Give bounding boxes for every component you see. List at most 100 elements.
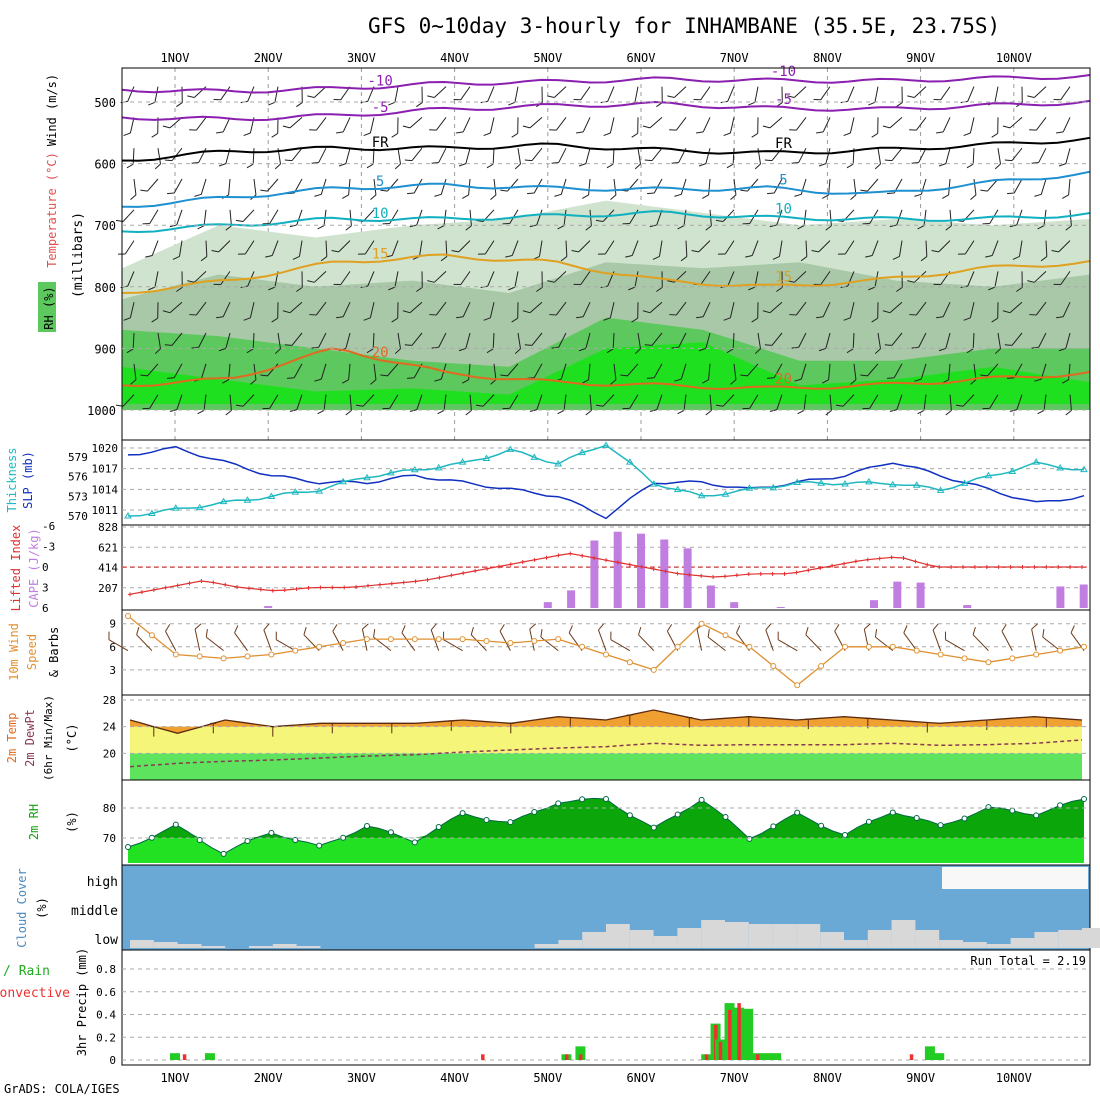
barb-flag <box>789 314 797 316</box>
barb-flag <box>805 626 809 635</box>
date-label-bottom: 6NOV <box>627 1071 656 1085</box>
barb-flag <box>603 317 611 321</box>
upper-wind-barb <box>342 363 351 384</box>
upper-wind-barb <box>164 147 183 162</box>
li-marker <box>223 582 228 587</box>
barb-staff <box>553 86 567 98</box>
barb-staff <box>222 117 231 133</box>
barb-staff <box>1013 363 1023 379</box>
barb-flag <box>942 194 949 199</box>
barb-flag <box>218 347 227 352</box>
barb-flag <box>1007 192 1015 195</box>
barb-staff <box>247 86 255 102</box>
low-cloud-bar <box>986 944 1011 948</box>
cape-bar <box>1056 586 1065 608</box>
upper-wind-barb <box>216 117 231 134</box>
barb-staff <box>563 209 567 226</box>
barb-staff <box>517 148 521 165</box>
upper-wind-barb <box>1058 148 1071 167</box>
cape-bar <box>776 607 785 608</box>
barb-staff <box>867 363 879 377</box>
barb-flag <box>628 286 636 291</box>
barb-flag <box>296 102 303 108</box>
thickness-marker <box>745 484 754 491</box>
barb-flag <box>702 379 709 384</box>
surface-wind-barb <box>638 626 655 651</box>
upper-wind-barb <box>850 363 857 385</box>
barb-staff <box>675 301 687 316</box>
upper-wind-barb <box>610 363 617 385</box>
barb-staff <box>631 240 639 256</box>
surface-wind-barb <box>136 626 153 651</box>
barb-staff <box>727 271 735 287</box>
li-tick: 0 <box>42 561 49 574</box>
barb-flag <box>238 253 246 255</box>
isotherm-label: -5 <box>775 92 792 108</box>
barb-staff <box>553 271 567 283</box>
barb-staff <box>220 271 231 285</box>
upper-wind-barb <box>218 332 231 352</box>
upper-wind-barb <box>311 332 327 349</box>
barb-flag <box>811 250 819 253</box>
upper-wind-barb <box>429 117 447 131</box>
barb-flag <box>296 286 303 292</box>
barb-staff <box>563 394 567 411</box>
barb-flag <box>458 163 467 167</box>
barb-flag <box>649 224 657 228</box>
barb-flag <box>994 348 1001 355</box>
upper-wind-barb <box>674 178 687 197</box>
barb-staff <box>372 332 375 350</box>
li-marker <box>889 555 894 560</box>
temp-tick: 24 <box>103 721 117 734</box>
barb-flag <box>140 374 148 377</box>
upper-wind-barb <box>835 209 855 222</box>
rh2m-marker <box>818 822 825 829</box>
barb-staff <box>967 86 975 102</box>
barb-staff <box>531 332 543 346</box>
barb-flag <box>982 407 990 410</box>
isotherm-label: 5 <box>779 173 787 189</box>
upper-wind-barb <box>622 394 639 410</box>
barb-flag <box>598 623 605 631</box>
low-cloud-bar <box>701 920 725 948</box>
wind-marker <box>985 659 992 666</box>
barb-staff <box>729 302 735 318</box>
barb-staff <box>345 332 351 349</box>
barb-flag <box>887 377 895 379</box>
li-marker <box>746 572 751 577</box>
upper-wind-barb <box>490 178 497 200</box>
barb-staff <box>651 332 663 346</box>
upper-wind-barb <box>167 178 183 195</box>
upper-wind-barb <box>740 178 759 192</box>
rh2m-marker <box>865 818 872 825</box>
barb-flag <box>1053 283 1061 286</box>
surface-wind-barb <box>707 629 726 652</box>
barb-staff <box>127 86 135 102</box>
barb-flag <box>148 101 156 106</box>
barb-flag <box>246 163 254 169</box>
barb-flag <box>307 280 315 283</box>
upper-wind-barb <box>370 178 377 200</box>
barb-staff <box>722 394 735 407</box>
barb-staff <box>973 178 977 195</box>
barb-flag <box>705 410 712 416</box>
barb-staff <box>795 301 807 316</box>
rh-tick: 80 <box>103 802 116 815</box>
upper-wind-barb <box>391 117 399 138</box>
barb-flag <box>169 224 177 228</box>
upper-wind-barb <box>511 117 519 138</box>
upper-wind-barb <box>963 302 975 321</box>
barb-staff <box>1062 301 1071 317</box>
upper-wind-barb <box>189 301 207 316</box>
upper-wind-barb <box>813 271 831 286</box>
wind-marker <box>603 651 609 658</box>
barb-staff <box>994 86 999 103</box>
barb-staff <box>893 363 903 379</box>
barb-staff <box>147 363 159 377</box>
barb-staff <box>154 86 159 103</box>
barb-flag <box>320 256 328 262</box>
thickness-marker <box>434 463 443 471</box>
cape-bar <box>590 540 599 608</box>
upper-wind-barb <box>246 332 255 354</box>
temperature-isotherm <box>121 99 1091 122</box>
